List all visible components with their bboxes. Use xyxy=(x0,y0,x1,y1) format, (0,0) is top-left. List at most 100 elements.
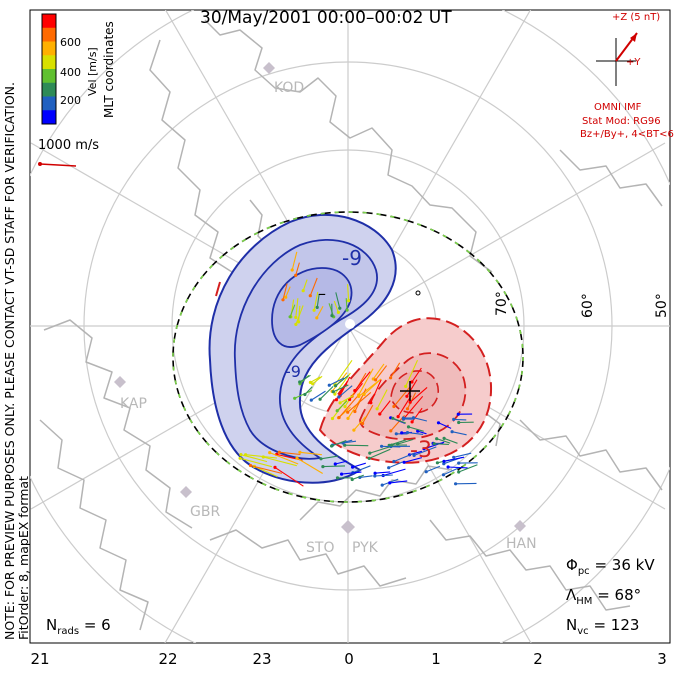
radar-site-sto: STO xyxy=(306,540,335,556)
velocity-vector xyxy=(298,305,301,322)
color-bar-segment xyxy=(42,96,56,111)
velocity-vector xyxy=(453,452,472,458)
velocity-vector xyxy=(392,417,407,424)
fit-order-label: FitOrder: 8, mapEX format xyxy=(16,476,31,640)
velocity-vector xyxy=(369,446,391,454)
velocity-vector xyxy=(347,284,350,301)
color-bar-segment xyxy=(42,110,56,125)
velocity-vector xyxy=(397,395,412,417)
velocity-vector xyxy=(376,389,388,410)
color-bar-tick-400: 400 xyxy=(60,66,81,79)
map-title: 30/May/2001 00:00–00:02 UT xyxy=(200,8,452,28)
velocity-vector xyxy=(294,389,313,399)
color-bar-segment xyxy=(42,27,56,42)
color-bar-segment xyxy=(42,82,56,97)
velocity-vectors xyxy=(238,251,478,487)
mlt-tick-23: 23 xyxy=(252,650,272,668)
velocity-vector xyxy=(311,390,326,401)
velocity-vector xyxy=(368,448,391,459)
velocity-vector xyxy=(434,443,449,445)
velocity-vector xyxy=(388,461,403,469)
velocity-vector xyxy=(316,294,320,308)
velocity-vector xyxy=(320,455,339,460)
velocity-vector xyxy=(263,456,297,467)
contour-label-neg-b: -9 xyxy=(285,362,301,381)
velocity-vector xyxy=(309,277,318,296)
velocity-vector xyxy=(389,480,408,484)
velocity-vector xyxy=(295,305,304,325)
velocity-vector xyxy=(310,376,321,383)
velocity-vector xyxy=(250,464,283,474)
imf-source: OMNI IMF xyxy=(594,102,642,113)
radar-site-kap: KAP xyxy=(120,396,147,412)
velocity-vector xyxy=(358,368,374,396)
preview-notice: NOTE: FOR PREVIEW PURPOSES ONLY. PLEASE … xyxy=(2,82,17,640)
negative-cell-core xyxy=(271,267,353,348)
color-bar-tick-600: 600 xyxy=(60,36,81,49)
color-bar-segment xyxy=(42,69,56,84)
reference-vector-label: 1000 m/s xyxy=(38,138,100,153)
velocity-vector xyxy=(374,474,393,477)
stat-n-rads: Nrads = 6 xyxy=(46,616,111,637)
stat-phi-pc: Φpc = 36 kV xyxy=(566,556,655,577)
velocity-vector xyxy=(316,305,324,319)
imf-z-label: +Z (5 nT) xyxy=(612,12,661,23)
velocity-vector xyxy=(291,251,298,271)
mlt-tick-0: 0 xyxy=(344,650,354,668)
velocity-vector xyxy=(393,452,416,463)
velocity-vector xyxy=(438,422,452,429)
velocity-vector xyxy=(370,379,382,403)
mlt-tick-21: 21 xyxy=(30,650,50,668)
mlt-tick-1: 1 xyxy=(431,650,441,668)
velocity-vector xyxy=(254,465,278,478)
velocity-vector xyxy=(336,400,348,412)
velocity-vector xyxy=(339,395,354,404)
velocity-vector xyxy=(409,386,428,403)
velocity-vector xyxy=(282,283,288,300)
color-bar-tick-200: 200 xyxy=(60,94,81,107)
velocity-vector xyxy=(381,445,401,448)
velocity-vector xyxy=(448,466,468,469)
imf-y-label: +Y xyxy=(626,57,641,68)
lat-label-70: 70° xyxy=(494,291,510,316)
velocity-vector xyxy=(352,474,364,481)
coordinates-label: MLT coordinates xyxy=(102,21,116,118)
contour-min-marker: – xyxy=(318,284,326,303)
hm-boundary xyxy=(172,211,524,503)
velocity-vector xyxy=(333,384,349,393)
velocity-vector xyxy=(335,374,349,387)
velocity-vector xyxy=(390,362,401,379)
pole-marker xyxy=(345,319,355,329)
velocity-vector xyxy=(359,475,373,478)
stat-n-vc: Nvc = 123 xyxy=(566,616,640,637)
stat-model: Stat Mod: RG96 xyxy=(582,116,661,127)
velocity-vector xyxy=(443,467,459,476)
contour-label-neg-a: -9 xyxy=(342,246,362,270)
velocity-vector xyxy=(363,378,382,395)
velocity-vector xyxy=(443,437,458,444)
velocity-vector xyxy=(302,279,308,291)
velocity-vector xyxy=(413,417,428,422)
velocity-vector xyxy=(313,291,319,311)
small-circle-marker xyxy=(415,290,421,296)
velocity-vector xyxy=(375,365,388,381)
stray-vector xyxy=(215,281,221,297)
velocity-vector xyxy=(397,438,414,445)
velocity-vector xyxy=(331,439,347,447)
imf-clock xyxy=(596,32,638,86)
radar-site-gbr: GBR xyxy=(190,504,221,520)
velocity-vector xyxy=(362,404,374,424)
velocity-vector xyxy=(345,298,348,311)
velocity-vector xyxy=(451,431,467,436)
velocity-vector xyxy=(406,379,418,397)
velocity-color-bar xyxy=(41,13,57,125)
velocity-vector xyxy=(245,454,277,459)
velocity-vector xyxy=(296,457,323,474)
velocity-vector xyxy=(353,416,367,431)
velocity-vector xyxy=(417,430,427,435)
velocity-vector xyxy=(379,400,391,415)
radar-site-kod: KOD xyxy=(274,80,305,96)
velocity-vector xyxy=(407,432,424,435)
velocity-vector xyxy=(344,444,369,447)
